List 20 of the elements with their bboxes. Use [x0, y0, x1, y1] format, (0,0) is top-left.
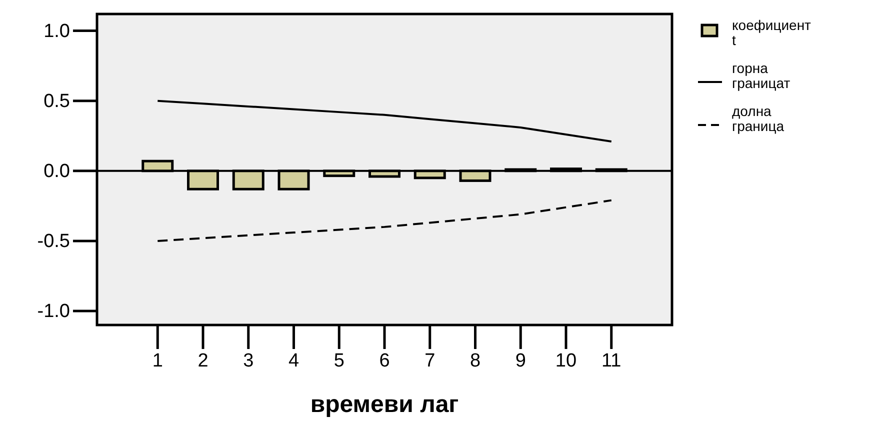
- x-tick-label: 10: [555, 350, 577, 372]
- x-tick-label: 7: [424, 350, 436, 372]
- y-tick-label: -1.0: [37, 301, 70, 322]
- x-tick-label: 8: [470, 350, 481, 372]
- y-tick-label: 0.5: [44, 90, 70, 112]
- x-axis-title: времеви лаг: [310, 391, 459, 418]
- legend-label: коефициентt: [732, 17, 812, 48]
- x-tick-label: 5: [334, 350, 344, 372]
- y-tick-label: 0.0: [44, 160, 70, 182]
- x-tick-label: 1: [152, 350, 163, 372]
- y-tick-label: 1.0: [44, 20, 70, 42]
- y-tick-label: -0.5: [37, 231, 70, 252]
- legend-label: горна границат: [732, 60, 791, 91]
- x-tick-label: 3: [243, 350, 254, 372]
- legend-label: долна граница: [732, 103, 784, 134]
- x-tick-label: 6: [379, 350, 390, 372]
- x-tick-label: 2: [198, 350, 208, 372]
- x-tick-label: 11: [602, 350, 622, 372]
- x-tick-label: 4: [288, 350, 300, 372]
- x-tick-label: 9: [515, 350, 526, 372]
